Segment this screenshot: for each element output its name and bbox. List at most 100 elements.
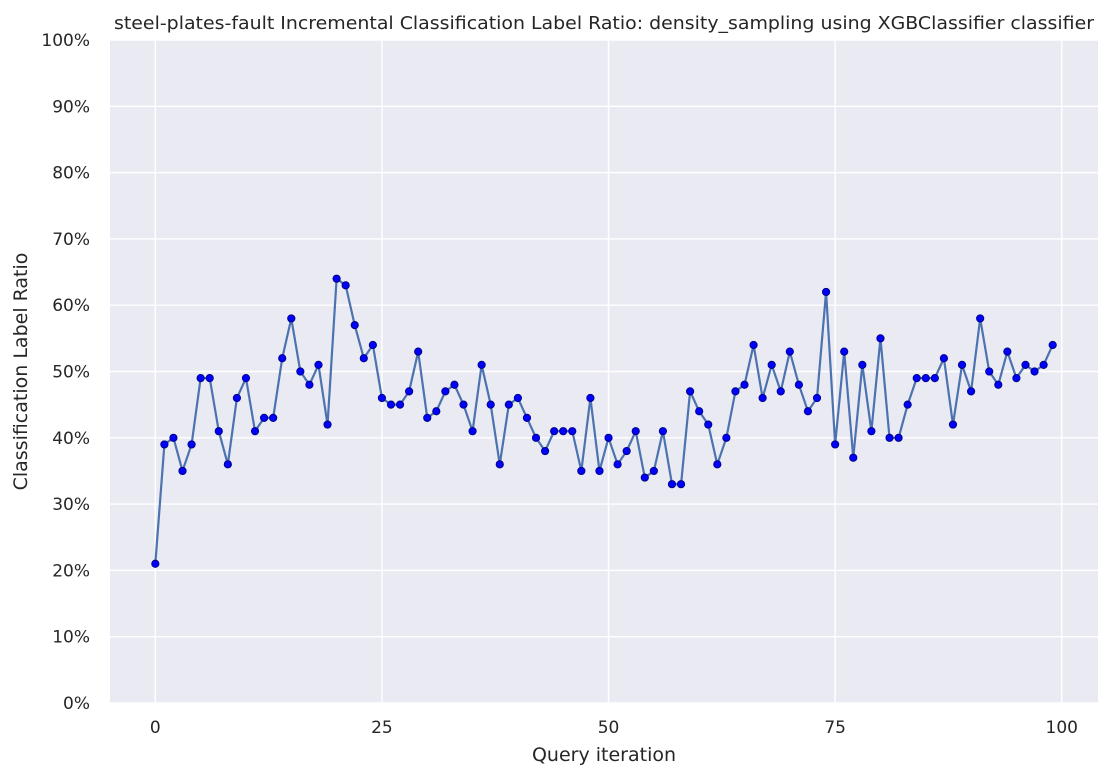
data-point — [323, 420, 332, 429]
data-point — [1048, 340, 1057, 350]
data-point — [967, 387, 976, 396]
data-point — [604, 433, 613, 442]
data-point — [169, 433, 178, 442]
data-point — [885, 433, 894, 442]
data-point — [423, 413, 432, 423]
data-point — [867, 427, 876, 436]
data-point — [522, 413, 532, 423]
data-point — [631, 427, 640, 436]
data-point — [821, 287, 831, 297]
y-tick-label: 10% — [52, 628, 90, 648]
data-point — [976, 314, 985, 323]
data-point — [649, 466, 658, 476]
data-point — [305, 380, 314, 389]
data-point — [740, 380, 749, 389]
y-tick-label: 50% — [52, 363, 90, 383]
data-point — [957, 360, 967, 369]
data-point — [477, 360, 486, 369]
data-point — [368, 340, 377, 350]
series-line — [154, 277, 1054, 564]
data-point — [223, 460, 232, 469]
data-point — [658, 427, 668, 436]
data-point — [912, 374, 921, 383]
data-point — [749, 340, 758, 350]
data-point — [1003, 347, 1012, 356]
data-point — [622, 446, 631, 456]
data-point — [1012, 374, 1021, 383]
data-point — [776, 387, 785, 396]
tick-labels: 0% 10% 20% 30% 40% 50% 60% 70% 80% 90% 100% 0 25 50 75… — [41, 31, 1078, 738]
data-point — [540, 446, 550, 456]
data-point — [259, 413, 269, 423]
y-axis-title: Classification Label Ratio — [10, 253, 32, 491]
data-point — [332, 274, 341, 283]
data-point — [359, 354, 368, 363]
y-tick-label: 30% — [52, 495, 90, 515]
data-point — [985, 367, 994, 376]
data-point — [595, 466, 604, 476]
chart-title: steel-plates-fault Incremental Classific… — [114, 13, 1095, 34]
data-point — [812, 393, 822, 403]
data-point — [722, 433, 731, 442]
data-point — [241, 374, 251, 383]
y-tick-label: 100% — [41, 31, 90, 51]
data-point — [613, 460, 622, 469]
data-point — [178, 466, 187, 476]
data-point — [187, 440, 196, 449]
data-point — [758, 393, 767, 403]
series-layer — [154, 277, 1054, 564]
data-point — [214, 427, 223, 436]
data-point — [414, 347, 423, 356]
data-point — [278, 354, 287, 363]
data-point — [450, 380, 459, 389]
data-point — [377, 393, 387, 403]
data-point — [432, 407, 441, 416]
x-tick-label: 0 — [150, 718, 161, 738]
y-tick-label: 70% — [52, 230, 90, 250]
marker-layer — [151, 274, 1057, 568]
data-point — [577, 466, 586, 476]
data-point — [513, 393, 522, 403]
data-point — [939, 354, 949, 363]
data-point — [441, 387, 450, 396]
data-point — [994, 380, 1003, 389]
data-point — [794, 380, 803, 389]
data-point — [160, 440, 169, 449]
data-point — [151, 559, 160, 568]
grid-lines — [110, 39, 1098, 704]
data-point — [840, 347, 849, 356]
data-point — [948, 420, 958, 429]
data-point — [287, 314, 296, 323]
data-point — [296, 367, 305, 376]
data-point — [676, 480, 686, 489]
data-point — [831, 440, 840, 449]
x-tick-label: 75 — [824, 718, 846, 738]
data-point — [858, 360, 867, 369]
data-point — [876, 334, 885, 343]
data-point — [205, 374, 214, 383]
y-tick-label: 20% — [52, 561, 90, 581]
data-point — [640, 473, 649, 482]
data-point — [314, 360, 323, 369]
x-tick-label: 100 — [1046, 718, 1078, 738]
data-point — [586, 393, 595, 403]
data-point — [269, 413, 278, 423]
data-point — [232, 393, 241, 403]
data-point — [250, 427, 260, 436]
data-point — [196, 374, 205, 383]
data-point — [695, 407, 704, 416]
data-point — [1039, 360, 1048, 369]
data-point — [559, 427, 568, 436]
x-axis-title: Query iteration — [532, 744, 676, 766]
data-point — [395, 400, 405, 409]
data-point — [930, 374, 939, 383]
data-point — [785, 347, 794, 356]
data-point — [386, 400, 396, 409]
y-tick-label: 40% — [52, 429, 90, 449]
data-point — [1030, 367, 1039, 376]
x-tick-label: 25 — [371, 718, 393, 738]
data-point — [350, 320, 359, 330]
data-point — [667, 480, 677, 489]
data-point — [894, 433, 903, 442]
